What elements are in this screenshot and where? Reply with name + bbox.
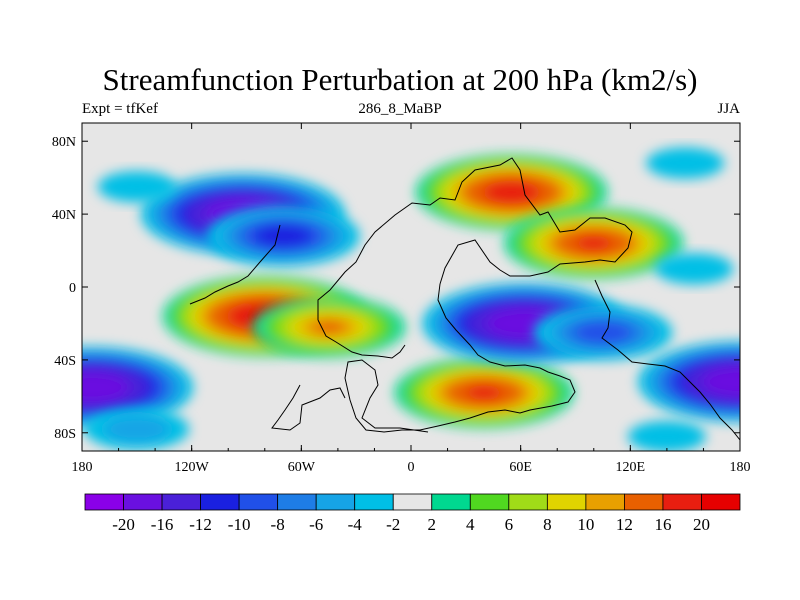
colorbar-swatch bbox=[469, 493, 510, 511]
field-contour bbox=[575, 236, 612, 251]
field-anomaly bbox=[394, 357, 574, 429]
colorbar-swatch bbox=[392, 493, 433, 511]
colorbar-swatch bbox=[662, 493, 702, 511]
case-label: 286_8_MaBP bbox=[358, 101, 442, 117]
colorbar-label: 4 bbox=[466, 515, 475, 534]
colorbar-swatch bbox=[200, 493, 240, 511]
y-tick-label: 40S bbox=[54, 354, 76, 369]
x-tick-label: 0 bbox=[408, 460, 415, 475]
y-tick-label: 40N bbox=[52, 208, 76, 223]
x-tick-label: 120E bbox=[616, 460, 646, 475]
colorbar-swatch bbox=[123, 493, 163, 511]
colorbar-swatch bbox=[624, 493, 664, 511]
colorbar-swatch bbox=[84, 493, 124, 511]
colorbar-label: -20 bbox=[112, 515, 135, 534]
colorbar-label: -10 bbox=[228, 515, 251, 534]
field-anomaly bbox=[655, 253, 734, 285]
colorbar-swatch bbox=[277, 493, 317, 511]
colorbar-label: 10 bbox=[577, 515, 594, 534]
field-contour bbox=[466, 385, 503, 400]
field-anomaly bbox=[646, 147, 725, 179]
field-anomaly bbox=[84, 408, 190, 450]
y-tick-label: 0 bbox=[69, 281, 76, 296]
field-anomaly bbox=[533, 304, 673, 361]
x-tick-label: 60E bbox=[509, 460, 532, 475]
field-contour bbox=[123, 423, 150, 435]
chart-title: Streamfunction Perturbation at 200 hPa (… bbox=[102, 62, 698, 97]
colorbar-label: -8 bbox=[271, 515, 285, 534]
colorbar: -20 -16 -12 -10 -8 -6 -4 -2 2 4 6 8 10 12 16 20 bbox=[84, 493, 741, 534]
x-tick-label: 60W bbox=[288, 460, 316, 475]
field-contour bbox=[492, 184, 531, 200]
season-label: JJA bbox=[717, 101, 740, 117]
colorbar-label: -6 bbox=[309, 515, 323, 534]
colorbar-label: -2 bbox=[386, 515, 400, 534]
experiment-label: Expt = tfKef bbox=[82, 101, 158, 117]
field-contour bbox=[82, 379, 112, 396]
coastline-outline bbox=[189, 157, 740, 441]
colorbar-swatch bbox=[238, 493, 279, 511]
colorbar-swatch bbox=[508, 493, 548, 511]
x-tick-label: 120W bbox=[175, 460, 210, 475]
field-anomaly bbox=[206, 205, 360, 267]
colorbar-label: 12 bbox=[616, 515, 633, 534]
colorbar-label: 2 bbox=[428, 515, 437, 534]
field-anomaly bbox=[97, 171, 176, 203]
colorbar-swatch bbox=[315, 493, 356, 511]
colorbar-swatch bbox=[701, 493, 741, 511]
field-anomaly bbox=[504, 207, 684, 279]
colorbar-label: 16 bbox=[654, 515, 671, 534]
field-contour bbox=[124, 182, 149, 192]
colorbar-swatch bbox=[431, 493, 471, 511]
colorbar-swatch bbox=[161, 493, 201, 511]
field-contour bbox=[587, 326, 618, 339]
field-anomaly bbox=[627, 420, 706, 451]
field-contour bbox=[720, 373, 740, 390]
colorbar-label: 6 bbox=[505, 515, 514, 534]
colorbar-label: -4 bbox=[348, 515, 363, 534]
field-contour bbox=[312, 320, 345, 334]
field-contour bbox=[682, 264, 707, 274]
field-anomaly bbox=[252, 296, 406, 358]
x-tick-label: 180 bbox=[72, 460, 93, 475]
field-contour bbox=[673, 158, 698, 168]
field-contour bbox=[504, 315, 545, 332]
colorbar-swatch bbox=[546, 493, 587, 511]
colorbar-label: -12 bbox=[189, 515, 212, 534]
colorbar-swatch bbox=[585, 493, 625, 511]
field-anomaly bbox=[638, 341, 740, 423]
y-tick-label: 80N bbox=[52, 135, 76, 150]
field-contour bbox=[654, 431, 679, 442]
field-anomaly bbox=[415, 154, 608, 231]
colorbar-swatch bbox=[354, 493, 394, 511]
colorbar-label: -16 bbox=[151, 515, 174, 534]
colorbar-label: 8 bbox=[543, 515, 552, 534]
x-tick-label: 180 bbox=[730, 460, 751, 475]
colorbar-label: 20 bbox=[693, 515, 710, 534]
y-tick-label: 80S bbox=[54, 427, 76, 442]
field-anomaly bbox=[82, 346, 194, 428]
field-contour bbox=[267, 229, 300, 243]
